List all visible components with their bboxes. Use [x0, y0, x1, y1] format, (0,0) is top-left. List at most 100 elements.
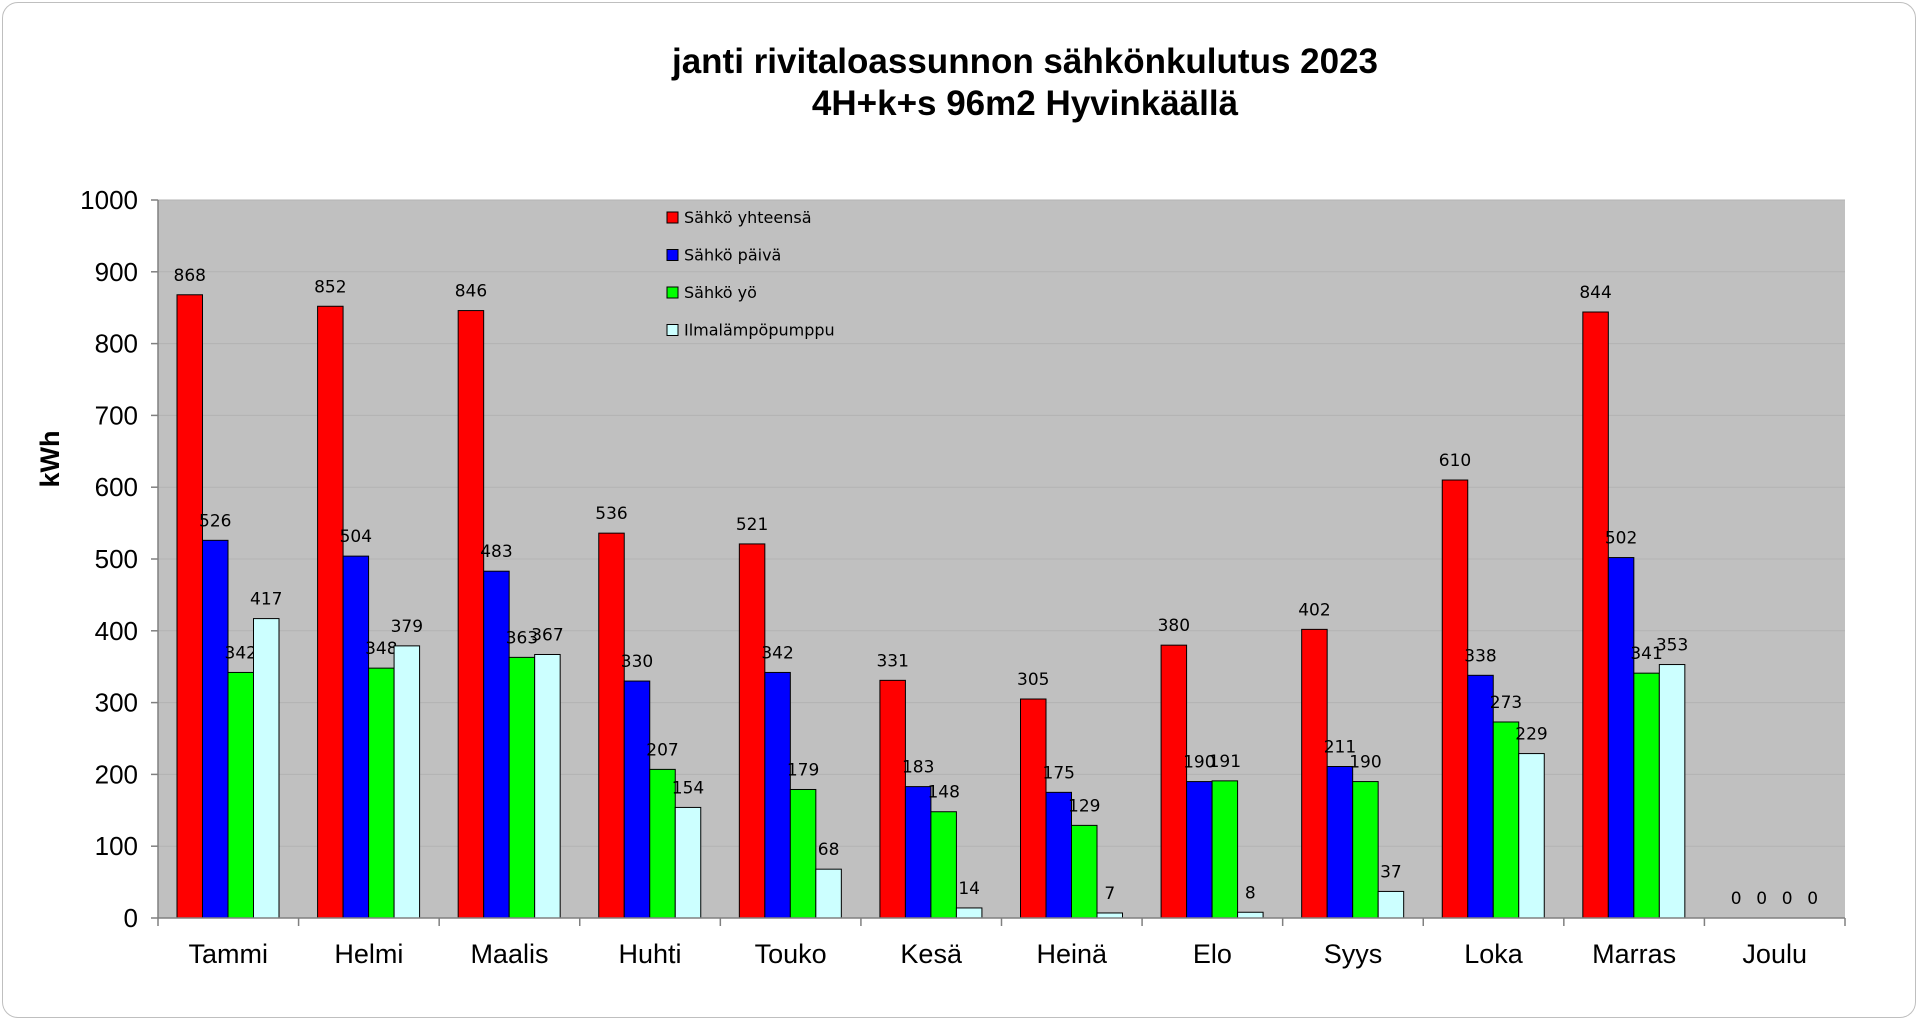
data-label: 0 [1782, 889, 1793, 909]
x-tick-label: Tammi [189, 939, 269, 969]
y-tick-label: 1000 [80, 185, 138, 215]
bar [1518, 753, 1545, 919]
data-label: 68 [818, 840, 840, 860]
bar [1186, 781, 1213, 919]
y-axis-label: kWh [35, 431, 65, 488]
data-label: 526 [199, 511, 231, 531]
data-label: 342 [225, 643, 257, 663]
bar [815, 868, 842, 919]
data-label: 330 [621, 652, 653, 672]
data-label: 190 [1349, 753, 1381, 773]
bar [1352, 781, 1379, 919]
bar [368, 667, 395, 919]
bar [930, 811, 957, 919]
data-label: 379 [391, 617, 423, 637]
x-tick-label: Maalis [470, 939, 548, 969]
data-label: 846 [455, 282, 487, 302]
bar [764, 671, 791, 919]
data-label: 338 [1464, 646, 1496, 666]
data-label: 504 [340, 527, 372, 547]
data-label: 610 [1439, 451, 1471, 471]
data-label: 868 [174, 266, 206, 286]
x-tick-label: Marras [1592, 939, 1676, 969]
bar [227, 671, 254, 919]
bar [534, 653, 561, 919]
data-label: 348 [365, 639, 397, 659]
bar [879, 679, 906, 919]
bar [1633, 672, 1660, 919]
x-tick-label: Joulu [1742, 939, 1807, 969]
data-label: 37 [1380, 862, 1402, 882]
data-label: 183 [902, 758, 934, 778]
legend-label: Ilmalämpöpumppu [684, 321, 835, 340]
y-tick-label: 0 [124, 903, 138, 933]
bar [202, 539, 229, 919]
bar [1377, 890, 1405, 919]
gridlines [158, 199, 1845, 847]
data-label: 211 [1324, 738, 1356, 758]
data-label: 502 [1605, 529, 1637, 549]
x-tick-label: Syys [1324, 939, 1383, 969]
legend-swatch [666, 249, 679, 261]
bar [176, 294, 203, 919]
legend-label: Sähkö yhteensä [684, 208, 812, 227]
y-tick-label: 100 [95, 831, 138, 861]
data-label: 536 [595, 504, 627, 524]
bar [1096, 912, 1123, 919]
y-tick-label: 700 [95, 400, 138, 430]
data-label: 8 [1245, 883, 1256, 903]
y-tick-label: 500 [95, 544, 138, 574]
data-label: 353 [1656, 636, 1688, 656]
bar [1607, 557, 1635, 919]
data-label: 0 [1731, 889, 1742, 909]
bar [393, 645, 421, 919]
legend-swatch [666, 286, 679, 299]
bar [253, 618, 280, 919]
data-label: 402 [1298, 600, 1330, 620]
bar [904, 786, 932, 919]
bar [1211, 780, 1239, 919]
data-label: 190 [1183, 753, 1215, 773]
bar [738, 543, 766, 919]
data-label: 417 [250, 590, 282, 610]
bar [317, 305, 344, 919]
y-tick-label: 300 [95, 688, 138, 718]
data-label: 852 [314, 277, 346, 297]
legend-label: Sähkö yö [684, 283, 757, 302]
bar [1326, 766, 1354, 919]
bar [1582, 311, 1609, 919]
data-label: 229 [1515, 725, 1547, 745]
data-label: 483 [480, 542, 512, 562]
x-tick-label: Loka [1464, 939, 1524, 969]
x-tick-label: Helmi [334, 939, 403, 969]
data-label: 0 [1807, 889, 1818, 909]
legend-swatch [666, 324, 679, 336]
bar [598, 532, 625, 919]
bar [1237, 911, 1264, 919]
x-tick-label: Kesä [900, 939, 963, 969]
data-label: 129 [1068, 796, 1100, 816]
data-label: 844 [1579, 283, 1611, 303]
data-label: 342 [761, 643, 793, 663]
data-label: 0 [1756, 889, 1767, 909]
bar [674, 806, 702, 919]
data-label: 341 [1630, 644, 1662, 664]
legend: Sähkö yhteensä Sähkö päivä Sähkö yö Ilmaläm… [666, 208, 835, 340]
data-label: 363 [506, 628, 538, 648]
data-label: 175 [1043, 763, 1075, 783]
x-tick-label: Heinä [1037, 939, 1109, 969]
data-label: 191 [1209, 752, 1241, 772]
bar [508, 656, 536, 919]
data-label: 367 [531, 625, 563, 645]
x-tick-label: Huhti [619, 939, 682, 969]
bar [789, 788, 817, 919]
x-tick-label: Touko [755, 939, 827, 969]
data-label: 148 [927, 783, 959, 803]
data-label: 305 [1017, 670, 1049, 690]
bar [1160, 644, 1188, 919]
bar [1658, 664, 1686, 919]
data-label: 207 [646, 740, 678, 760]
y-tick-label: 900 [95, 257, 138, 287]
